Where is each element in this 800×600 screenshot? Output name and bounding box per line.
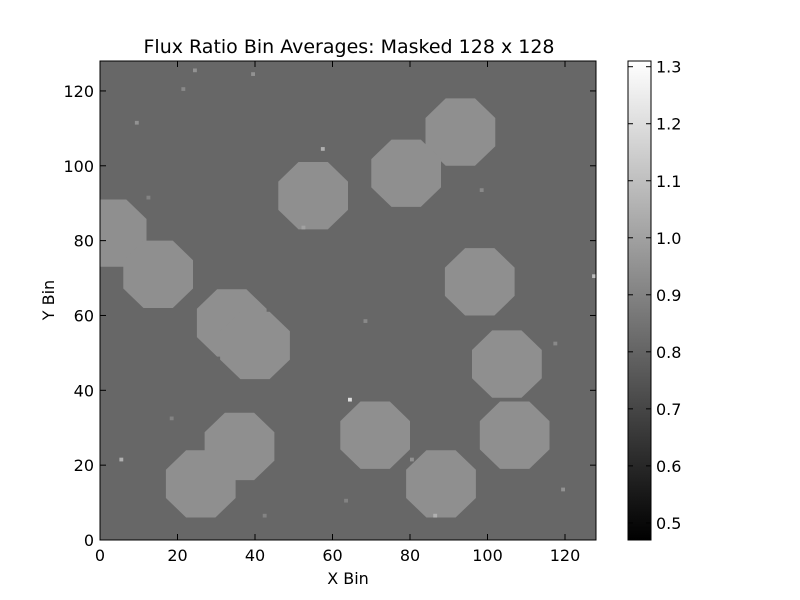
y-tick-label: 40 xyxy=(74,381,94,400)
bright-pixel xyxy=(301,225,306,230)
colorbar-tick-label: 1.0 xyxy=(656,229,681,248)
bright-pixel xyxy=(169,416,174,421)
bright-pixel xyxy=(344,498,348,503)
y-tick-label: 80 xyxy=(74,232,94,251)
y-axis-label: Y Bin xyxy=(39,280,58,321)
y-tick-label: 60 xyxy=(74,306,94,325)
x-tick-label: 100 xyxy=(472,546,503,565)
masked-region xyxy=(123,240,193,308)
colorbar-tick-label: 0.8 xyxy=(656,343,681,362)
bright-pixel xyxy=(134,120,139,125)
masked-region xyxy=(371,139,441,207)
x-tick-label: 0 xyxy=(95,546,105,565)
masked-region xyxy=(165,450,236,518)
bright-pixels xyxy=(119,68,596,518)
y-axis: 0 20 40 60 80 100 120 xyxy=(63,82,596,550)
bright-pixel xyxy=(193,68,197,73)
x-axis: 0 20 40 60 80 100 120 xyxy=(95,61,580,565)
colorbar-ticks: 0.5 0.6 0.7 0.8 0.9 1.0 1.1 1.2 1.3 xyxy=(628,58,681,533)
bright-pixel xyxy=(320,147,325,151)
bright-pixel xyxy=(119,457,124,462)
y-tick-label: 120 xyxy=(63,82,94,101)
colorbar: 0.5 0.6 0.7 0.8 0.9 1.0 1.1 1.2 1.3 xyxy=(627,58,681,541)
bright-pixel xyxy=(146,195,151,200)
masked-region xyxy=(220,311,290,380)
masked-region xyxy=(444,248,515,316)
colorbar-tick-label: 1.3 xyxy=(656,58,681,77)
y-tick-label: 100 xyxy=(63,157,94,176)
colorbar-tick-label: 0.6 xyxy=(656,457,681,476)
masked-region xyxy=(340,401,410,469)
x-tick-label: 80 xyxy=(400,546,420,565)
bright-pixel xyxy=(592,274,596,279)
colorbar-tick-label: 1.1 xyxy=(656,172,681,191)
bright-pixel xyxy=(561,487,565,492)
masked-regions xyxy=(100,98,550,518)
chart-title: Flux Ratio Bin Averages: Masked 128 x 12… xyxy=(143,36,554,58)
x-tick-label: 40 xyxy=(245,546,265,565)
colorbar-tick-label: 0.5 xyxy=(656,514,681,533)
x-tick-label: 20 xyxy=(167,546,187,565)
bright-pixel xyxy=(363,319,368,323)
bright-pixel xyxy=(181,87,186,91)
y-tick-label: 0 xyxy=(84,531,94,550)
bright-pixel xyxy=(553,341,558,346)
colorbar-gradient xyxy=(627,60,652,541)
bright-pixel xyxy=(433,513,438,518)
masked-region xyxy=(278,162,348,230)
masked-region xyxy=(425,98,496,166)
bright-pixel xyxy=(348,397,352,402)
bright-pixel xyxy=(479,188,484,192)
colorbar-tick-label: 0.9 xyxy=(656,286,681,305)
bright-pixel xyxy=(410,457,414,462)
colorbar-tick-label: 1.2 xyxy=(656,115,681,134)
x-axis-label: X Bin xyxy=(327,569,369,588)
masked-region xyxy=(479,401,550,469)
y-tick-label: 20 xyxy=(74,456,94,475)
masked-region xyxy=(472,330,542,398)
colorbar-tick-label: 0.7 xyxy=(656,400,681,419)
plot-area xyxy=(99,60,597,541)
bright-pixel xyxy=(251,72,255,76)
plot-frame xyxy=(99,60,597,541)
x-tick-label: 120 xyxy=(550,546,581,565)
bright-pixel xyxy=(262,513,267,518)
masked-region xyxy=(406,450,476,518)
x-tick-label: 60 xyxy=(322,546,342,565)
